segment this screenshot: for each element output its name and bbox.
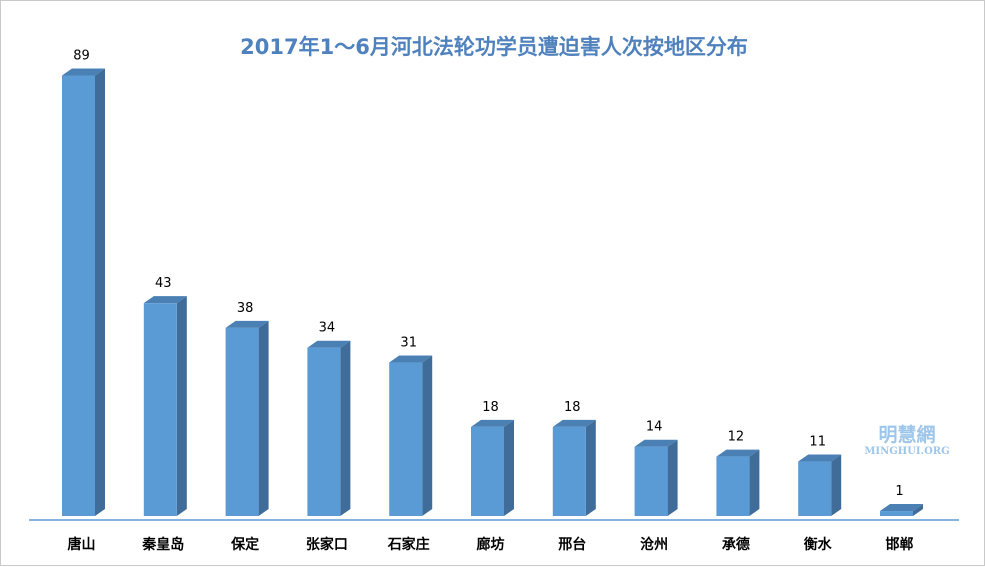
bar-side-face bbox=[340, 340, 351, 516]
category-label: 承德 bbox=[722, 536, 750, 553]
bar-top-face bbox=[143, 296, 187, 304]
category-label: 保定 bbox=[230, 536, 259, 553]
bar bbox=[389, 355, 433, 516]
bar-side-face bbox=[585, 419, 596, 516]
bar-side-face bbox=[749, 449, 760, 516]
bar-top-face bbox=[798, 454, 842, 462]
bar-side-face bbox=[176, 296, 187, 516]
data-label: 43 bbox=[155, 276, 172, 291]
category-label: 廊坊 bbox=[477, 536, 505, 553]
data-label: 1 bbox=[895, 484, 903, 499]
minghui-watermark: 明慧網 MINGHUI.ORG bbox=[864, 423, 949, 457]
bar bbox=[143, 296, 187, 516]
bar-front-face bbox=[62, 75, 95, 516]
bar-top-face bbox=[471, 419, 514, 427]
bar-top-face bbox=[225, 320, 269, 328]
bar bbox=[62, 68, 105, 516]
bar bbox=[307, 340, 351, 516]
data-label: 14 bbox=[646, 420, 663, 435]
bar bbox=[552, 419, 596, 516]
bar bbox=[880, 504, 923, 516]
bar-top-face bbox=[552, 419, 596, 427]
data-label: 31 bbox=[400, 336, 417, 351]
bar-top-face bbox=[307, 340, 351, 348]
category-label: 唐山 bbox=[68, 536, 96, 553]
bar-front-face bbox=[634, 446, 668, 516]
bar-side-face bbox=[831, 454, 842, 516]
bar bbox=[225, 320, 269, 516]
bar-side-face bbox=[258, 320, 269, 516]
data-label: 18 bbox=[482, 400, 499, 415]
bar bbox=[634, 439, 678, 516]
chart-title: 2017年1～6月河北法轮功学员遭迫害人次按地区分布 bbox=[240, 35, 748, 59]
bar-front-face bbox=[389, 362, 423, 516]
bar-front-face bbox=[552, 426, 586, 516]
bar bbox=[716, 449, 760, 516]
watermark-name: 明慧網 bbox=[878, 423, 935, 446]
bar-top-face bbox=[880, 504, 923, 512]
bar-front-face bbox=[880, 511, 913, 516]
data-label: 34 bbox=[319, 321, 336, 336]
bar-side-face bbox=[504, 419, 514, 516]
bar-front-face bbox=[143, 303, 177, 516]
bar-top-face bbox=[389, 355, 433, 363]
data-label: 89 bbox=[73, 48, 90, 63]
watermark-site: MINGHUI.ORG bbox=[864, 446, 949, 457]
category-label: 邢台 bbox=[557, 536, 586, 553]
bar-front-face bbox=[225, 327, 259, 516]
category-label: 石家庄 bbox=[387, 536, 430, 553]
category-label: 衡水 bbox=[804, 536, 833, 553]
bar-side-face bbox=[913, 504, 923, 516]
data-label: 12 bbox=[728, 430, 745, 445]
category-label: 沧州 bbox=[640, 536, 668, 553]
bar bbox=[471, 419, 514, 516]
bar-side-face bbox=[95, 68, 105, 516]
bar-top-face bbox=[634, 439, 678, 447]
bar-front-face bbox=[716, 456, 750, 516]
bar-front-face bbox=[471, 426, 504, 516]
bar-front-face bbox=[307, 347, 341, 516]
bar-front-face bbox=[798, 461, 832, 516]
bar-top-face bbox=[716, 449, 760, 457]
category-label: 邯郸 bbox=[886, 536, 914, 553]
data-label: 18 bbox=[564, 400, 581, 415]
bars-group: 89 唐山 43 秦皇岛 38 保定 34 张家口 31 石家庄 18 廊坊 18 邢台 14 沧州 12 承德 1… bbox=[62, 48, 923, 553]
bar bbox=[798, 454, 842, 516]
category-label: 张家口 bbox=[306, 536, 348, 553]
bar-top-face bbox=[62, 68, 105, 76]
category-label: 秦皇岛 bbox=[141, 536, 184, 553]
bar-side-face bbox=[422, 355, 433, 516]
bar-side-face bbox=[667, 439, 678, 516]
data-label: 11 bbox=[809, 435, 826, 450]
data-label: 38 bbox=[237, 301, 254, 316]
